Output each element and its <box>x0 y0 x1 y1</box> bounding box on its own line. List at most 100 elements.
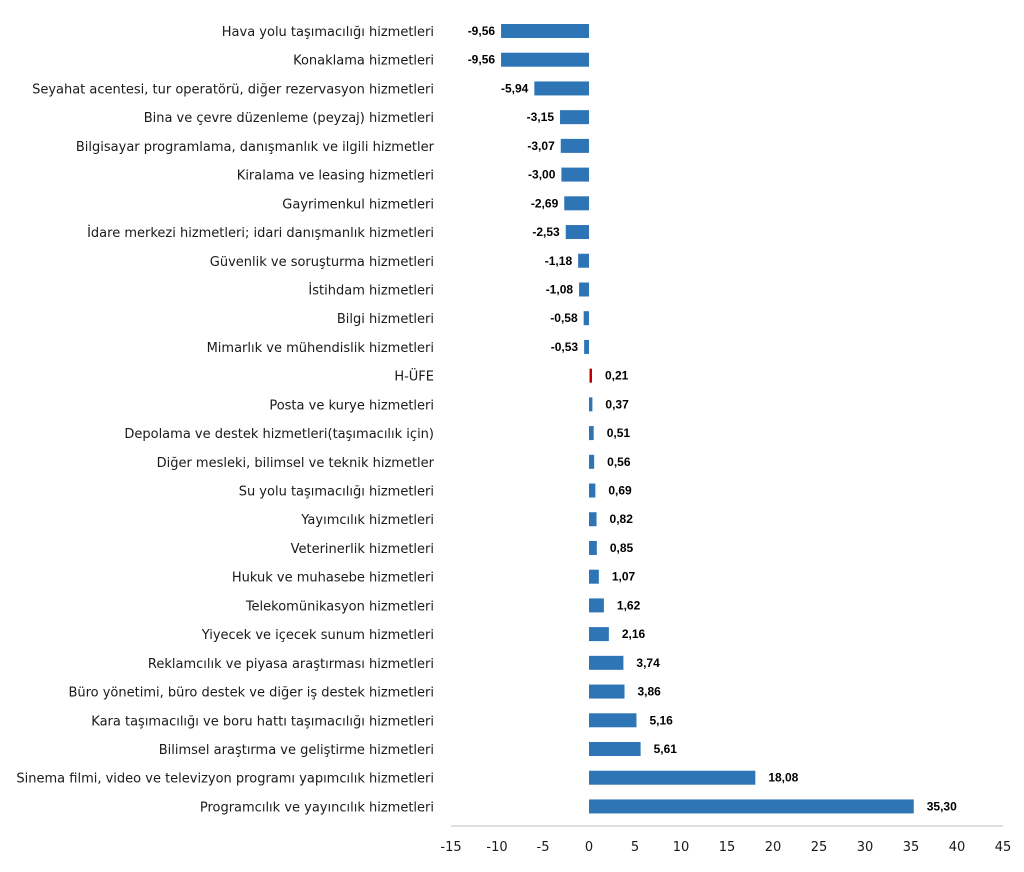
data-label: -1,18 <box>545 254 573 268</box>
x-tick-label: 0 <box>585 840 593 855</box>
category-labels: Hava yolu taşımacılığı hizmetleri Konakla… <box>16 25 434 815</box>
category-label: Telekomünikasyon hizmetleri <box>245 599 434 614</box>
category-label: Hava yolu taşımacılığı hizmetleri <box>222 25 434 40</box>
bar <box>579 282 589 297</box>
category-label: Konaklama hizmetleri <box>293 54 434 69</box>
bar <box>589 569 599 584</box>
data-label: 3,74 <box>636 656 660 670</box>
bar <box>589 512 597 527</box>
x-tick-label: -5 <box>537 840 550 855</box>
bar <box>564 196 589 211</box>
x-tick-label: 10 <box>673 840 690 855</box>
category-label: Sinema filmi, video ve televizyon progra… <box>16 772 434 787</box>
bar-highlight <box>589 368 592 383</box>
category-label: Bilgi hizmetleri <box>337 312 434 327</box>
bars-layer <box>501 24 914 814</box>
data-label: -3,15 <box>527 110 555 124</box>
bar <box>561 167 589 182</box>
category-label: Diğer mesleki, bilimsel ve teknik hizmet… <box>157 456 435 471</box>
data-label: -3,00 <box>528 168 556 182</box>
data-label: 0,51 <box>607 426 631 440</box>
category-label: Bina ve çevre düzenleme (peyzaj) hizmetl… <box>144 111 434 126</box>
data-label: -0,53 <box>551 340 579 354</box>
category-label: Kara taşımacılığı ve boru hattı taşımacı… <box>91 714 434 729</box>
data-label: -9,56 <box>468 24 496 38</box>
data-label: 35,30 <box>927 799 957 813</box>
x-tick-label: 30 <box>857 840 874 855</box>
category-label: Veterinerlik hizmetleri <box>291 542 434 557</box>
data-label: -0,58 <box>550 311 578 325</box>
x-tick-label: 40 <box>949 840 966 855</box>
bar <box>589 684 625 699</box>
x-tick-label: 35 <box>903 840 920 855</box>
category-label: Büro yönetimi, büro destek ve diğer iş d… <box>68 686 434 701</box>
data-label: 3,86 <box>638 685 662 699</box>
category-label: H-ÜFE <box>394 368 434 385</box>
x-tick-label: 5 <box>631 840 639 855</box>
category-label: Yayımcılık hizmetleri <box>300 513 434 528</box>
x-tick-label: 45 <box>995 840 1012 855</box>
bar <box>583 311 589 326</box>
category-label: Bilgisayar programlama, danışmanlık ve i… <box>76 140 435 155</box>
bar <box>560 138 589 153</box>
bar <box>589 713 637 728</box>
data-label: 1,62 <box>617 598 641 612</box>
bar <box>589 655 624 670</box>
category-label: İstihdam hizmetleri <box>308 282 434 298</box>
category-label: Depolama ve destek hizmetleri(taşımacılı… <box>124 427 434 442</box>
bar <box>589 483 596 498</box>
bar <box>589 454 595 469</box>
category-label: Seyahat acentesi, tur operatörü, diğer r… <box>32 82 434 97</box>
bar <box>560 110 589 125</box>
category-label: Programcılık ve yayıncılık hizmetleri <box>200 800 434 815</box>
bar <box>589 627 609 642</box>
data-label: -2,53 <box>532 225 560 239</box>
category-label: Bilimsel araştırma ve geliştirme hizmetl… <box>159 743 434 758</box>
data-label: 0,56 <box>607 455 631 469</box>
data-label: 2,16 <box>622 627 646 641</box>
bar <box>589 742 641 756</box>
data-label: 0,21 <box>605 369 629 383</box>
x-axis-ticks: -15 -10 -5 0 5 10 15 20 25 30 35 40 45 <box>440 840 1011 855</box>
bar <box>589 598 604 613</box>
category-label: Reklamcılık ve piyasa araştırması hizmet… <box>148 657 434 672</box>
bar <box>589 770 756 785</box>
bar <box>589 397 593 412</box>
data-label: 0,82 <box>610 512 634 526</box>
data-label: -5,94 <box>501 81 529 95</box>
data-label: 18,08 <box>768 771 798 785</box>
x-tick-label: 15 <box>719 840 736 855</box>
category-label: Güvenlik ve soruşturma hizmetleri <box>210 255 434 270</box>
category-label: Gayrimenkul hizmetleri <box>282 197 434 212</box>
data-label: -3,07 <box>527 139 555 153</box>
category-label: Mimarlık ve mühendislik hizmetleri <box>207 341 434 356</box>
data-label: -2,69 <box>531 196 559 210</box>
bar <box>565 225 589 240</box>
category-label: Su yolu taşımacılığı hizmetleri <box>239 485 434 500</box>
bar <box>501 24 589 38</box>
bar <box>578 253 589 268</box>
category-label: Yiyecek ve içecek sunum hizmetleri <box>201 628 434 643</box>
data-label: 5,16 <box>649 713 673 727</box>
category-label: Kiralama ve leasing hizmetleri <box>237 169 434 184</box>
data-label: 0,37 <box>605 397 629 411</box>
value-labels: -9,56 -9,56 -5,94 -3,15 -3,07 -3,00 -2,69 -2,53… <box>468 24 957 813</box>
x-tick-label: -15 <box>440 840 461 855</box>
bar <box>589 426 594 441</box>
bar <box>589 540 597 555</box>
data-label: 0,85 <box>610 541 634 555</box>
x-tick-label: 20 <box>765 840 782 855</box>
category-label: Hukuk ve muhasebe hizmetleri <box>232 571 434 586</box>
bar <box>534 81 589 96</box>
data-label: 1,07 <box>612 570 636 584</box>
x-tick-label: 25 <box>811 840 828 855</box>
bar <box>589 799 914 814</box>
category-label: İdare merkezi hizmetleri; idari danışman… <box>87 225 434 241</box>
data-label: -1,08 <box>546 282 574 296</box>
x-tick-label: -10 <box>486 840 507 855</box>
data-label: -9,56 <box>468 53 496 67</box>
bar <box>501 52 589 67</box>
data-label: 5,61 <box>654 742 678 756</box>
bar <box>584 339 589 354</box>
